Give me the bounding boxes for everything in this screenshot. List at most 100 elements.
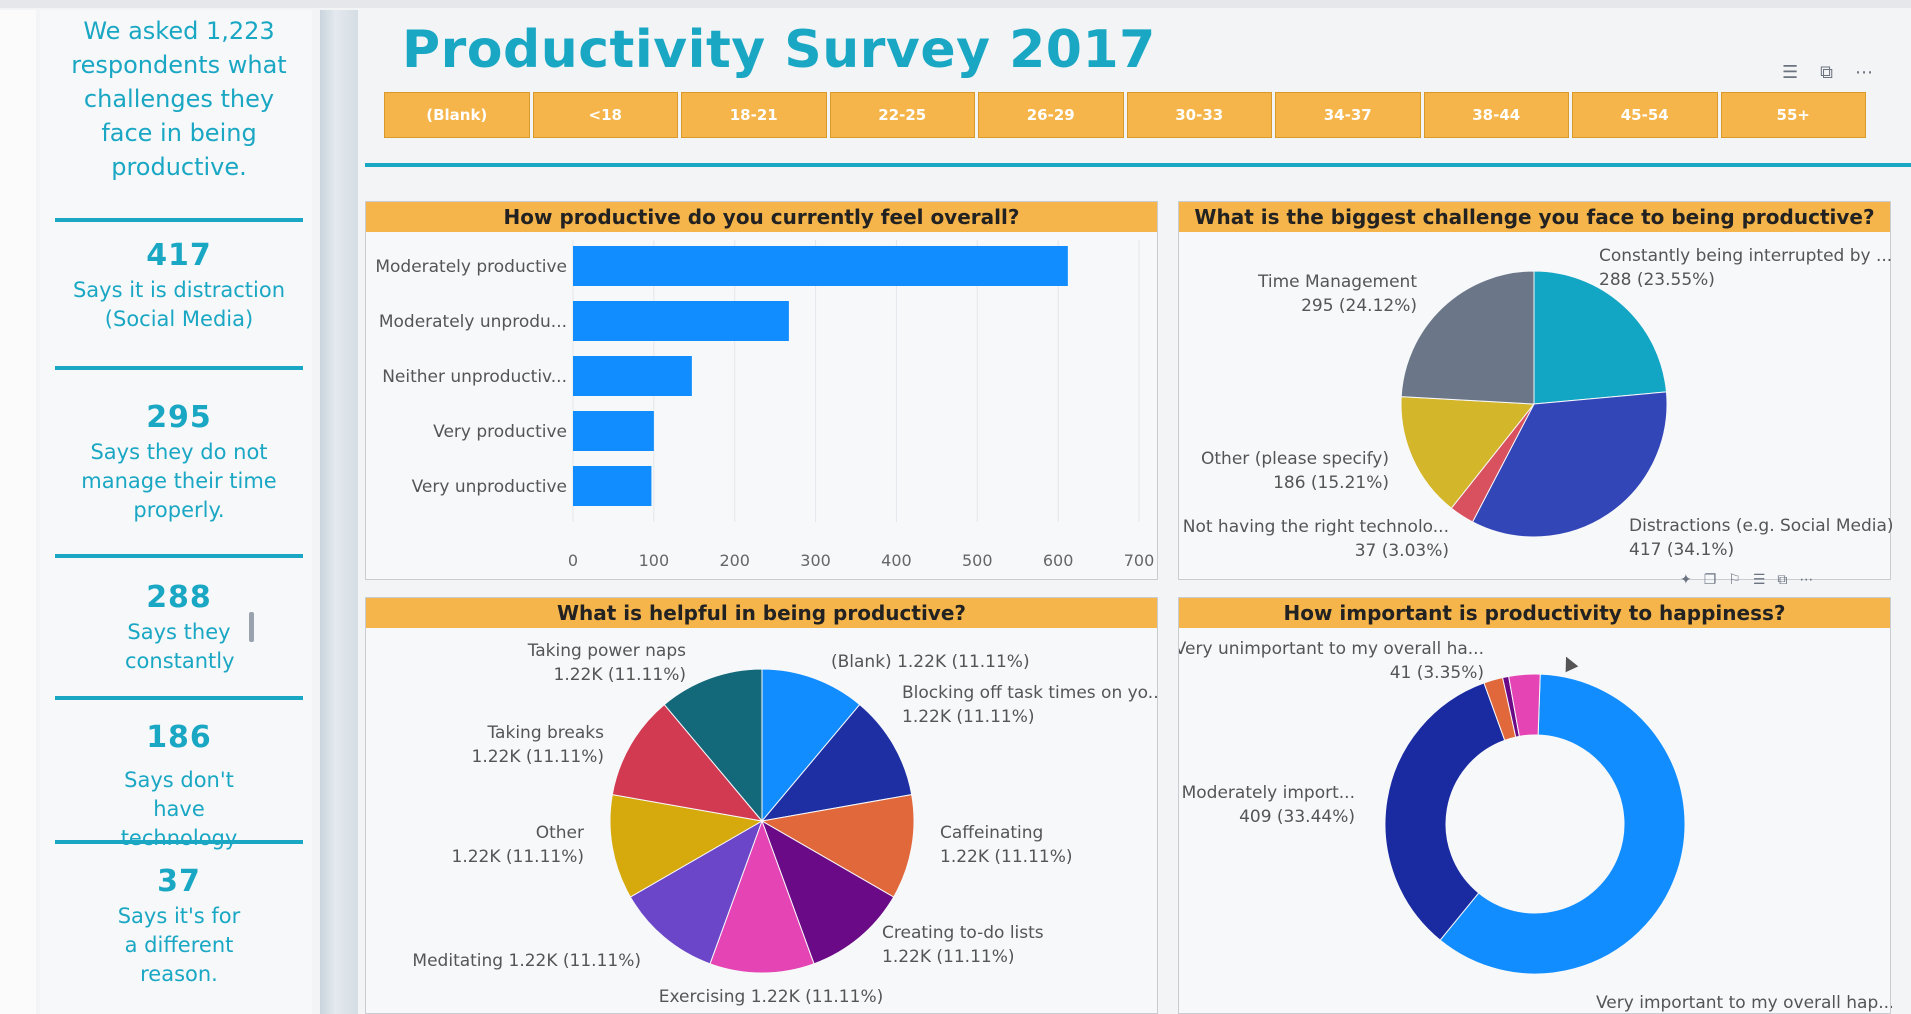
slice-value: 1.22K (11.11%) (940, 847, 1073, 867)
sidebar-divider (320, 10, 358, 1014)
slice-label: Creating to-do lists (882, 923, 1044, 943)
stat-card: 417 Says it is distraction (Social Media… (55, 236, 303, 334)
pie-slice (1384, 682, 1506, 941)
slice-label: Caffeinating (940, 823, 1043, 843)
bar (573, 411, 654, 451)
stat-text: Says they do not manage their time prope… (81, 440, 277, 522)
pie-slice (761, 819, 895, 965)
slice-value: 37 (3.03%) (1355, 541, 1449, 561)
x-tick-label: 300 (800, 551, 831, 570)
slicer-option[interactable]: <18 (532, 92, 678, 138)
pie-slice (1400, 270, 1535, 405)
slice-label: Taking breaks (486, 723, 604, 743)
slicer-option[interactable]: (Blank) (384, 92, 530, 138)
stat-number: 186 (146, 720, 212, 755)
pie-slice (1471, 391, 1668, 538)
scrollbar-thumb[interactable] (249, 612, 254, 642)
slicer-option[interactable]: 30-33 (1126, 92, 1272, 138)
chart-title: How productive do you currently feel ove… (366, 202, 1157, 232)
sidebar-intro: We asked 1,223 respondents what challeng… (71, 17, 287, 181)
slicer-option[interactable]: 45-54 (1572, 92, 1718, 138)
slice-label: Distractions (e.g. Social Media) (1629, 516, 1892, 536)
x-tick-label: 400 (881, 551, 912, 570)
filter-icon[interactable]: ☰ (1782, 62, 1799, 83)
pie-slice (1533, 270, 1667, 405)
slicer-option[interactable]: 26-29 (978, 92, 1124, 138)
pie-slice (1439, 673, 1686, 975)
copy-icon[interactable]: ❐ (1703, 572, 1717, 588)
slice-label: Other (please specify) (1201, 449, 1389, 469)
chart-title: What is the biggest challenge you face t… (1179, 202, 1890, 232)
slice-value: 295 (24.12%) (1301, 296, 1417, 316)
age-slicer: (Blank) <18 18-21 22-25 26-29 30-33 34-3… (384, 92, 1866, 138)
x-tick-label: 700 (1124, 551, 1155, 570)
bar-chart-panel[interactable]: How productive do you currently feel ove… (365, 201, 1158, 580)
pie-slice (761, 668, 861, 823)
pie-slice (709, 819, 815, 974)
stat-number: 295 (146, 400, 212, 435)
x-tick-label: 500 (962, 551, 993, 570)
slicer-option[interactable]: 34-37 (1275, 92, 1421, 138)
sidebar (40, 10, 312, 1014)
happiness-donut-chart: Very important to my overall hap...735 (… (1179, 639, 1892, 1013)
stat-text: Says they constantly (125, 620, 235, 673)
visual-toolbar: ✦ ❐ ⚐ ☰ ⧉ ⋯ (1680, 572, 1813, 588)
stat-text: Says it's for a different reason. (117, 904, 241, 986)
slice-value: 409 (33.44%) (1239, 807, 1355, 827)
category-label: Very productive (433, 422, 567, 442)
slicer-option[interactable]: 38-44 (1423, 92, 1569, 138)
slice-value: 417 (34.1%) (1629, 540, 1734, 560)
sidebar-rule (55, 840, 303, 844)
slice-label: Very important to my overall hap... (1596, 993, 1892, 1013)
pin-icon[interactable]: ✦ (1680, 572, 1692, 588)
bar (573, 466, 652, 506)
happiness-donut-panel[interactable]: How important is productivity to happine… (1178, 597, 1892, 1014)
x-tick-label: 0 (568, 551, 578, 570)
slice-value: 186 (15.21%) (1273, 473, 1389, 493)
slice-label: Blocking off task times on yo... (902, 683, 1159, 703)
category-label: Neither unproductiv... (382, 367, 567, 387)
focus-mode-icon[interactable]: ⧉ (1777, 572, 1788, 588)
alert-icon[interactable]: ⚐ (1728, 572, 1741, 588)
pie-slice (1400, 396, 1535, 509)
page-title: Productivity Survey 2017 (402, 20, 1156, 80)
slice-label: Taking power naps (527, 641, 686, 661)
helpful-pie-panel[interactable]: What is helpful in being productive? (Bl… (365, 597, 1159, 1014)
bar-chart: 0 100 200 300 400 500 600 700 Moderately product… (375, 240, 1155, 570)
pie-slice (760, 794, 915, 898)
slice-label: Very unimportant to my overall ha... (1179, 639, 1484, 659)
stat-text: Says don't have technology (120, 768, 238, 850)
chart-title: What is helpful in being productive? (366, 598, 1157, 628)
sidebar-rule (55, 218, 303, 222)
focus-mode-icon[interactable]: ⧉ (1820, 62, 1833, 83)
challenge-pie-panel[interactable]: What is the biggest challenge you face t… (1178, 201, 1892, 580)
bar (573, 246, 1068, 286)
slice-value: 41 (3.35%) (1390, 663, 1484, 683)
slice-value: 1.22K (11.11%) (452, 847, 585, 867)
slice-label: Constantly being interrupted by ... (1599, 246, 1892, 266)
slice-value: 1.22K (11.11%) (472, 747, 605, 767)
bar (573, 356, 692, 396)
slice-value: 1.22K (11.11%) (554, 665, 687, 685)
slice-label: Moderately import... (1182, 783, 1355, 803)
more-options-icon[interactable]: ⋯ (1799, 572, 1814, 588)
slicer-option[interactable]: 22-25 (829, 92, 975, 138)
more-options-icon[interactable]: ⋯ (1855, 62, 1873, 83)
slicer-option[interactable]: 55+ (1720, 92, 1866, 138)
x-tick-label: 600 (1043, 551, 1074, 570)
x-tick-label: 200 (719, 551, 750, 570)
pie-slice (1508, 673, 1541, 737)
stat-card: 295 Says they do not manage their time p… (55, 398, 303, 525)
filter-icon[interactable]: ☰ (1752, 572, 1766, 588)
category-label: Moderately unprodu... (379, 312, 567, 332)
slice-label: (Blank) 1.22K (11.11%) (831, 652, 1030, 672)
slice-label: Time Management (1257, 272, 1417, 292)
chart-title: How important is productivity to happine… (1179, 598, 1890, 628)
slice-value: 1.22K (11.11%) (882, 947, 1015, 967)
stat-card: 37 Says it's for a different reason. (55, 862, 303, 989)
helpful-pie-chart: (Blank) 1.22K (11.11%) Blocking off task … (412, 641, 1159, 1007)
slicer-option[interactable]: 18-21 (681, 92, 827, 138)
slice-label: Meditating 1.22K (11.11%) (412, 951, 641, 971)
stat-number: 417 (146, 238, 212, 273)
pie-slice (609, 794, 764, 898)
